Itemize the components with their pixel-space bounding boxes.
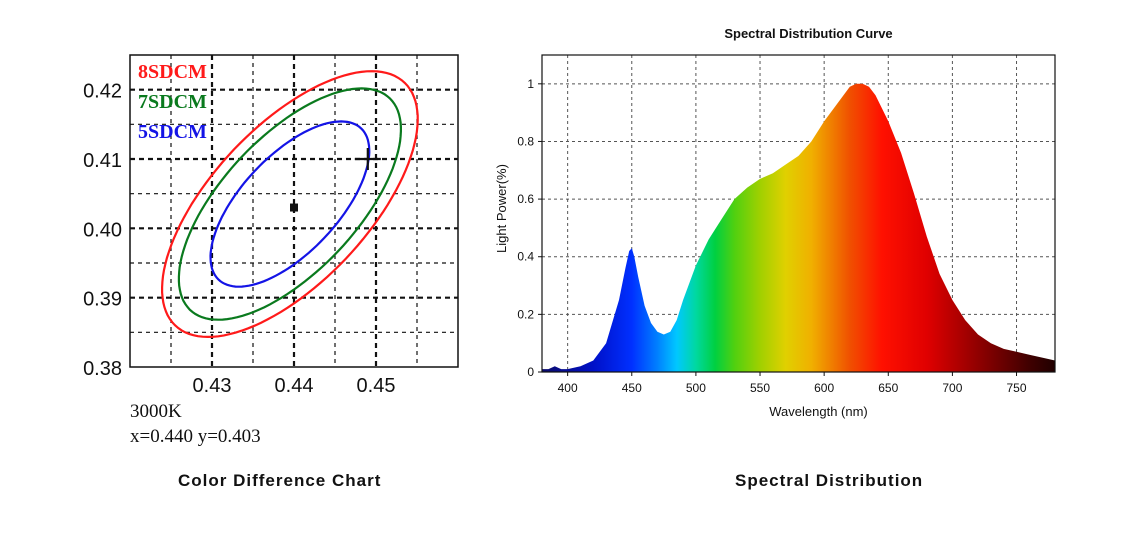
ellipse-8sdcm bbox=[161, 70, 419, 339]
chart-title: Spectral Distribution Curve bbox=[724, 26, 892, 41]
plot-frame bbox=[129, 54, 459, 368]
x-tick-label: 600 bbox=[814, 381, 834, 395]
legend-8sdcm: 8SDCM bbox=[138, 61, 207, 83]
legend-5sdcm: 5SDCM bbox=[138, 121, 207, 143]
target-cross bbox=[354, 148, 381, 170]
y-tick-label: 0.39 bbox=[83, 289, 122, 311]
y-tick-label: 0 bbox=[527, 365, 534, 379]
x-tick-label: 0.44 bbox=[275, 375, 314, 397]
y-tick-label: 0.41 bbox=[83, 150, 122, 172]
x-tick-label: 750 bbox=[1007, 381, 1027, 395]
x-axis-label: Wavelength (nm) bbox=[769, 404, 868, 419]
y-tick-label: 0.6 bbox=[517, 192, 534, 206]
x-tick-label: 450 bbox=[622, 381, 642, 395]
color-difference-chart: 8SDCM 7SDCM 5SDCM 0.38 0.39 0.40 0.41 0.42 0.43 0… bbox=[83, 54, 459, 447]
y-tick-label: 1 bbox=[527, 77, 534, 91]
ellipse-7sdcm bbox=[177, 87, 402, 321]
x-tick-label: 700 bbox=[942, 381, 962, 395]
y-axis-label: Light Power(%) bbox=[494, 164, 509, 253]
y-tick-label: 0.2 bbox=[517, 307, 534, 321]
ellipse-5sdcm bbox=[209, 120, 371, 288]
x-tick-label: 650 bbox=[878, 381, 898, 395]
spectral-distribution-chart: 400 450 500 550 600 650 700 750 0 0.2 0.4 0.6 0.8 1 Sp… bbox=[494, 26, 1056, 419]
x-tick-label: 0.45 bbox=[357, 375, 396, 397]
y-tick-label: 0.8 bbox=[517, 134, 534, 148]
y-tick-label: 0.42 bbox=[83, 81, 122, 103]
spectral-distribution-caption: Spectral Distribution bbox=[735, 471, 924, 490]
x-tick-label: 0.43 bbox=[193, 375, 232, 397]
y-tick-label: 0.4 bbox=[517, 250, 534, 264]
spectrum-area bbox=[542, 83, 1055, 373]
legend-7sdcm: 7SDCM bbox=[138, 91, 207, 113]
y-tick-label: 0.38 bbox=[83, 358, 122, 380]
x-tick-label: 500 bbox=[686, 381, 706, 395]
color-difference-caption: Color Difference Chart bbox=[178, 471, 382, 490]
coordinate-label: x=0.440 y=0.403 bbox=[130, 426, 261, 447]
y-tick-label: 0.40 bbox=[83, 219, 122, 241]
x-tick-label: 400 bbox=[558, 381, 578, 395]
plot-frame bbox=[541, 54, 1056, 373]
cct-label: 3000K bbox=[130, 401, 182, 422]
x-tick-label: 550 bbox=[750, 381, 770, 395]
measured-point bbox=[290, 203, 298, 212]
